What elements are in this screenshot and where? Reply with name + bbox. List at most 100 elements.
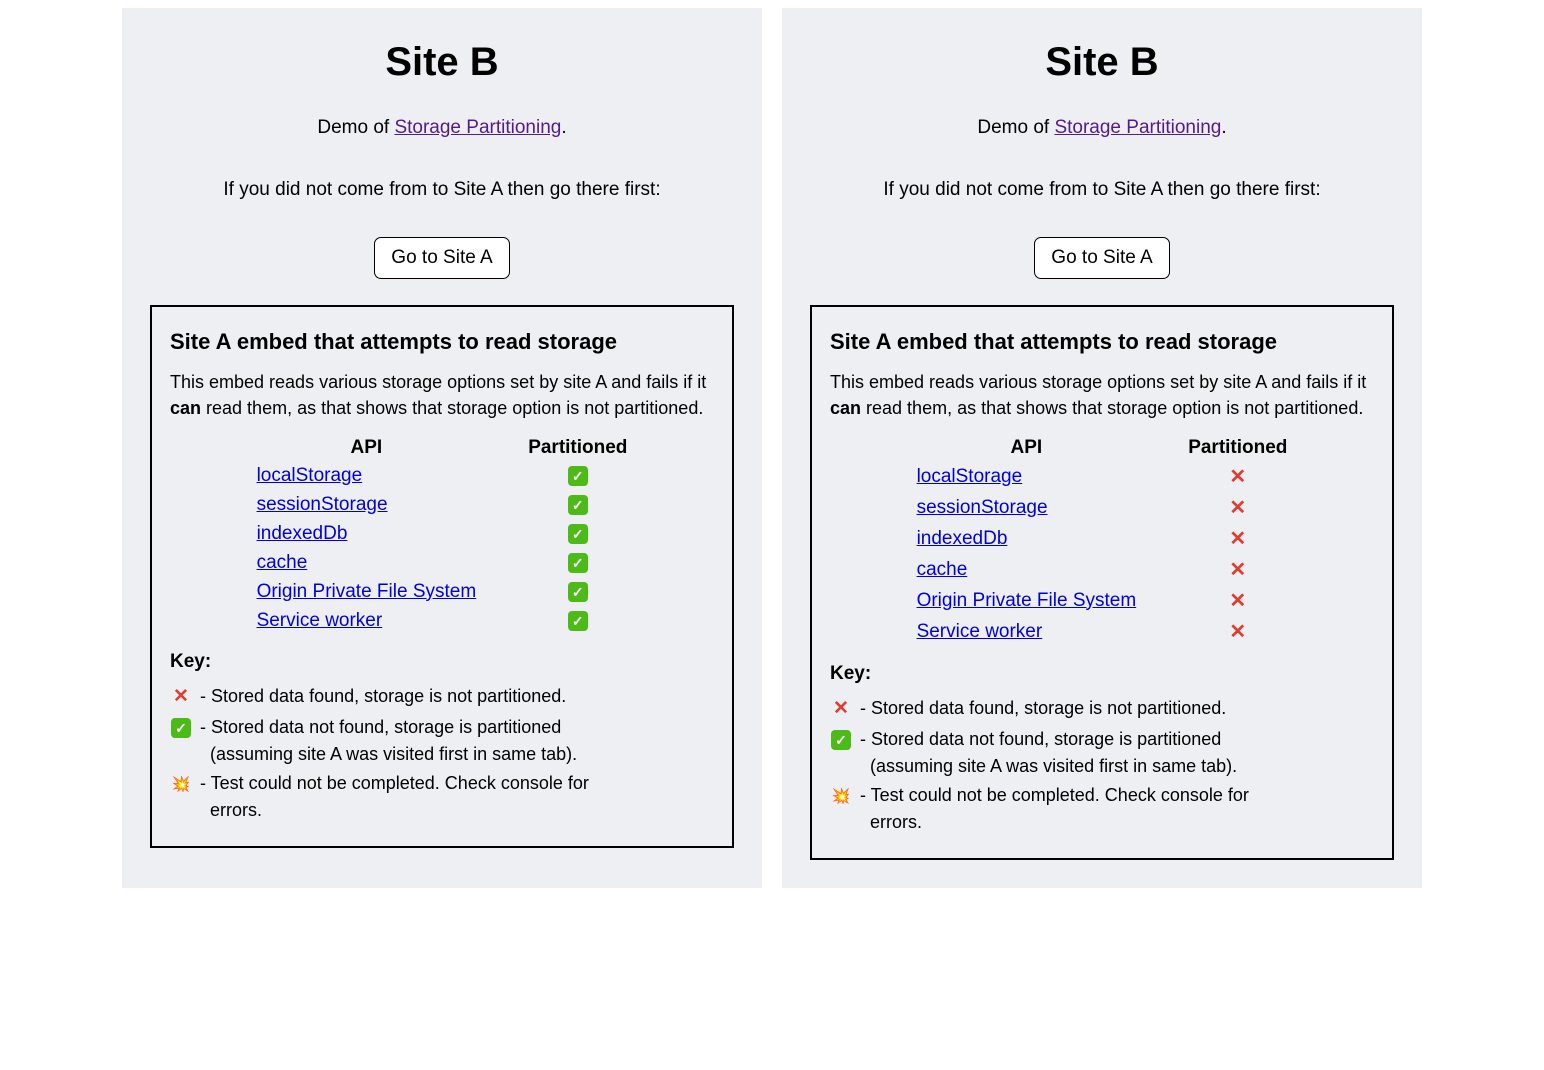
cross-icon: ✕ [1229, 559, 1246, 581]
key-row: 💥 - Test could not be completed. Check co… [830, 782, 1374, 836]
key-list-0: ✕ - Stored data found, storage is not par… [170, 683, 714, 824]
partitioned-cell: ✕ [1162, 461, 1313, 492]
key-text: - Test could not be completed. Check con… [200, 770, 714, 824]
table-row: Origin Private File System ✕ [891, 585, 1314, 616]
check-icon: ✓ [568, 524, 588, 544]
key-title: Key: [830, 663, 1374, 685]
warn-icon: 💥 [832, 788, 851, 805]
table-row: cache ✕ [891, 554, 1314, 585]
key-icon-wrapper: 💥 [830, 782, 852, 836]
check-icon: ✓ [568, 495, 588, 515]
api-cell: Service worker [891, 616, 1163, 647]
api-cell: sessionStorage [891, 492, 1163, 523]
key-row: 💥- Test could not be completed. Check co… [170, 770, 714, 824]
cross-icon: ✕ [173, 686, 189, 707]
embed-description: This embed reads various storage options… [170, 369, 714, 421]
api-cell: Service worker [231, 606, 503, 635]
api-link[interactable]: indexedDb [917, 528, 1008, 549]
table-row: Service worker ✕ [891, 616, 1314, 647]
api-cell: localStorage [891, 461, 1163, 492]
demo-suffix: . [561, 117, 566, 138]
partitioned-cell: ✕ [1162, 492, 1313, 523]
key-text: - Stored data not found, storage is part… [200, 714, 714, 768]
table-row: localStorage ✕ [891, 461, 1314, 492]
api-cell: Origin Private File System [891, 585, 1163, 616]
api-link[interactable]: Service worker [917, 621, 1043, 642]
cross-icon: ✕ [1229, 621, 1246, 643]
key-list-1: ✕ - Stored data found, storage is not par… [830, 695, 1374, 836]
partitioned-cell: ✓ [502, 519, 653, 548]
table-row: localStorage ✓ [231, 461, 654, 490]
button-row: Go to Site A [810, 237, 1394, 279]
cross-icon: ✕ [1229, 497, 1246, 519]
table-row: indexedDb ✕ [891, 523, 1314, 554]
go-to-site-a-button[interactable]: Go to Site A [374, 237, 509, 279]
api-link[interactable]: Origin Private File System [257, 581, 477, 602]
key-text: - Stored data not found, storage is part… [860, 726, 1374, 780]
col-header-api: API [231, 435, 503, 461]
api-cell: sessionStorage [231, 490, 503, 519]
storage-partitioning-link[interactable]: Storage Partitioning [394, 117, 561, 138]
demo-intro: Demo of Storage Partitioning. [810, 117, 1394, 139]
check-icon: ✓ [171, 718, 191, 738]
table-row: indexedDb ✓ [231, 519, 654, 548]
partitioned-cell: ✕ [1162, 523, 1313, 554]
cross-icon: ✕ [833, 698, 849, 719]
api-link[interactable]: localStorage [917, 466, 1023, 487]
partitioned-cell: ✓ [502, 461, 653, 490]
page-title: Site B [810, 40, 1394, 85]
api-link[interactable]: sessionStorage [917, 497, 1048, 518]
check-icon: ✓ [568, 611, 588, 631]
instruction-text: If you did not come from to Site A then … [150, 179, 734, 201]
check-icon: ✓ [568, 553, 588, 573]
api-table: API Partitioned localStorage✕sessionStor… [891, 435, 1314, 647]
api-cell: cache [891, 554, 1163, 585]
key-icon-wrapper: ✕ [170, 683, 192, 712]
api-link[interactable]: sessionStorage [257, 494, 388, 515]
key-icon-wrapper: ✓ [830, 726, 852, 780]
key-row: ✕ - Stored data found, storage is not par… [830, 695, 1374, 724]
embed-heading: Site A embed that attempts to read stora… [830, 329, 1374, 355]
api-link[interactable]: localStorage [257, 465, 363, 486]
table-row: sessionStorage ✓ [231, 490, 654, 519]
api-link[interactable]: cache [917, 559, 968, 580]
col-header-partitioned: Partitioned [1162, 435, 1313, 461]
storage-partitioning-link[interactable]: Storage Partitioning [1054, 117, 1221, 138]
demo-suffix: . [1221, 117, 1226, 138]
go-to-site-a-button[interactable]: Go to Site A [1034, 237, 1169, 279]
partitioned-cell: ✓ [502, 548, 653, 577]
api-cell: indexedDb [231, 519, 503, 548]
table-row: Origin Private File System ✓ [231, 577, 654, 606]
panel-left: Site B Demo of Storage Partitioning. If … [122, 8, 762, 888]
page-title: Site B [150, 40, 734, 85]
key-text: - Stored data found, storage is not part… [200, 683, 714, 712]
table-row: sessionStorage ✕ [891, 492, 1314, 523]
key-icon-wrapper: 💥 [170, 770, 192, 824]
partitioned-cell: ✕ [1162, 554, 1313, 585]
cross-icon: ✕ [1229, 528, 1246, 550]
key-text: - Test could not be completed. Check con… [860, 782, 1374, 836]
api-link[interactable]: Origin Private File System [917, 590, 1137, 611]
key-title: Key: [170, 651, 714, 673]
embed-heading: Site A embed that attempts to read stora… [170, 329, 714, 355]
demo-prefix: Demo of [317, 117, 394, 138]
demo-prefix: Demo of [977, 117, 1054, 138]
check-icon: ✓ [831, 730, 851, 750]
api-link[interactable]: cache [257, 552, 308, 573]
cross-icon: ✕ [1229, 466, 1246, 488]
key-row: ✓ - Stored data not found, storage is par… [170, 714, 714, 768]
key-text: - Stored data found, storage is not part… [860, 695, 1374, 724]
cross-icon: ✕ [1229, 590, 1246, 612]
col-header-partitioned: Partitioned [502, 435, 653, 461]
api-table-body-0: localStorage ✓ sessionStorage ✓ indexedDb ✓ ca… [231, 461, 654, 635]
col-header-api: API [891, 435, 1163, 461]
api-cell: cache [231, 548, 503, 577]
instruction-text: If you did not come from to Site A then … [810, 179, 1394, 201]
check-icon: ✓ [568, 582, 588, 602]
api-cell: Origin Private File System [231, 577, 503, 606]
api-link[interactable]: indexedDb [257, 523, 348, 544]
key-icon-wrapper: ✓ [170, 714, 192, 768]
api-link[interactable]: Service worker [257, 610, 383, 631]
api-table: API Partitioned localStorage✓sessionStor… [231, 435, 654, 635]
embed-box: Site A embed that attempts to read stora… [810, 305, 1394, 860]
